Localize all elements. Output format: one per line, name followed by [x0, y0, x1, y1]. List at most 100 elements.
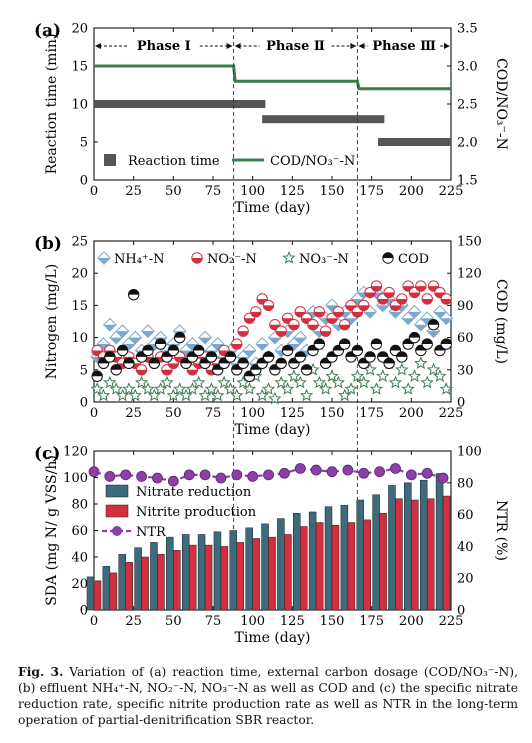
legend-label-nh4: NH₄⁺-N: [114, 252, 165, 267]
nh4-marker-fill: [198, 337, 212, 344]
y2-tick-label: 3.0: [457, 60, 478, 75]
x-tick-label: 100: [240, 406, 265, 421]
x-tick-label: 0: [90, 406, 98, 421]
y-axis-label: SDA (mg N/ g VSS/h): [44, 455, 60, 606]
x-axis-label: Time (day): [235, 200, 311, 216]
no2-marker-fill: [422, 298, 433, 305]
no3-marker: [325, 369, 339, 382]
phase-arrow-head: [95, 43, 101, 49]
y2-tick-label: 2.5: [457, 98, 478, 113]
y2-tick-label: 30: [457, 363, 474, 378]
nitrate-reduction-bar: [435, 473, 444, 611]
x-axis-label: Time (day): [235, 630, 311, 646]
ntr-point: [263, 469, 274, 481]
cod-marker-fill: [371, 338, 382, 345]
nitrate-reduction-bar: [197, 534, 206, 611]
y-tick-label: 20: [71, 267, 88, 282]
no2-marker-fill: [390, 305, 401, 311]
cod-marker-fill: [441, 338, 452, 345]
nitrate-reduction-bar: [404, 482, 412, 611]
nitrate-reduction-bar: [245, 527, 253, 611]
cod-marker-fill: [409, 332, 420, 338]
x-tick-label: 150: [320, 614, 345, 629]
no3-marker: [160, 375, 174, 389]
cod-marker-fill: [168, 345, 179, 351]
legend-swatch-reaction-time: [104, 154, 116, 166]
panel-b-axes: 0 25 50 75 100 125 150 175 200 225051015202503060…: [34, 234, 509, 438]
x-tick-label: 0: [90, 614, 98, 629]
no2-marker-fill: [263, 305, 274, 311]
no3-marker: [331, 375, 346, 389]
cod-marker-fill: [352, 345, 363, 351]
nitrate-reduction-bar: [356, 499, 364, 611]
nitrite-production-bar: [236, 542, 245, 611]
no3-marker: [198, 388, 212, 402]
legend-swatch-nh4-fill: [97, 258, 111, 265]
no2-marker-fill: [333, 311, 344, 318]
x-tick-label: 225: [439, 614, 464, 629]
nitrite-production-bar: [426, 498, 435, 611]
nh4-marker-fill: [421, 318, 434, 325]
y-tick-label: 60: [71, 524, 88, 539]
y-tick-label: 10: [71, 331, 88, 346]
ntr-point: [358, 467, 370, 479]
no2-marker-fill: [383, 292, 395, 298]
figure-3: 0 25 50 75 100 125 150 175 200 225051015201.52.02…: [34, 21, 509, 646]
cod-marker-fill: [206, 351, 217, 357]
no3-marker: [357, 375, 371, 389]
nitrate-reduction-bar: [277, 518, 285, 611]
nh4-marker-fill: [363, 311, 377, 319]
no2-marker-fill: [276, 331, 287, 337]
y-tick-label: 0: [80, 604, 88, 619]
ntr-point: [390, 463, 401, 474]
no3-marker: [179, 388, 193, 402]
nitrate-reduction-bar: [324, 506, 333, 611]
ntr-point: [136, 471, 148, 482]
nh4-marker-fill: [116, 331, 129, 338]
x-tick-label: 200: [399, 406, 424, 421]
legend-swatch-cod-fill: [382, 252, 394, 258]
x-tick-label: 225: [439, 184, 464, 199]
x-tick-label: 25: [125, 406, 142, 421]
no3-marker: [426, 362, 441, 376]
ntr-point: [120, 469, 132, 481]
nitrate-reduction-bar: [340, 505, 349, 611]
no3-marker: [274, 375, 288, 389]
cod-marker-fill: [111, 364, 122, 370]
legend-swatch-nitrate-reduction: [105, 484, 129, 498]
no3-marker: [318, 382, 333, 395]
x-tick-label: 75: [205, 614, 222, 629]
nitrite-production-bar: [395, 498, 403, 611]
nh4-marker-fill: [414, 324, 428, 331]
ntr-point: [405, 469, 417, 481]
nitrite-production-bar: [188, 544, 197, 611]
no3-marker: [299, 388, 314, 402]
nh4-marker-fill: [110, 337, 123, 344]
no3-marker: [261, 382, 276, 395]
nh4-marker-fill: [255, 344, 269, 351]
no3-marker: [153, 382, 168, 395]
no3-marker: [185, 382, 200, 395]
y-tick-label: 5: [80, 363, 88, 378]
no3-marker: [280, 382, 295, 395]
cod-marker-fill: [339, 338, 350, 345]
panel-c-axes: 0 25 50 75 100 125 150 175 200 225020406080100120…: [34, 444, 509, 646]
y-tick-label: 20: [71, 577, 88, 592]
no3-marker: [338, 388, 352, 402]
nitrite-production-bar: [173, 550, 181, 611]
no2-marker-fill: [326, 318, 338, 324]
x-tick-label: 125: [280, 614, 305, 629]
panel-label: (a): [34, 21, 61, 41]
legend-label-reaction-time: Reaction time: [128, 154, 220, 169]
y-tick-label: 25: [71, 235, 88, 250]
x-tick-label: 200: [399, 614, 424, 629]
nh4-marker-fill: [408, 311, 421, 319]
no2-marker-fill: [441, 298, 452, 305]
y2-tick-label: 20: [457, 572, 474, 587]
phase-arrow-head: [350, 43, 357, 49]
y-axis-label: Reaction time (min): [44, 34, 60, 175]
no3-marker: [369, 382, 384, 395]
nh4-marker-fill: [103, 324, 117, 331]
x-tick-label: 25: [125, 184, 142, 199]
y2-axis-label: COD (mg/L): [493, 279, 509, 364]
